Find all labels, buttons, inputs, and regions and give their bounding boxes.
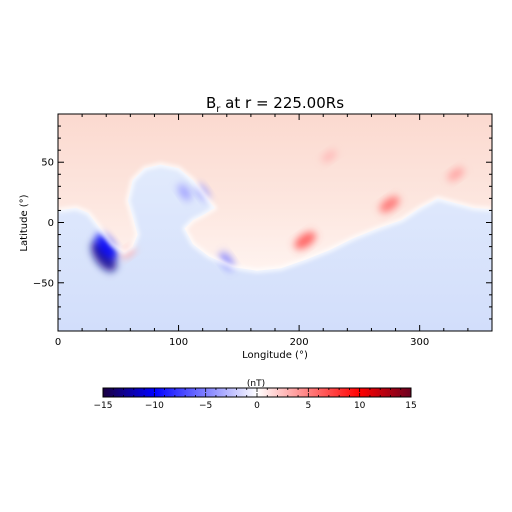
field-feature — [91, 240, 117, 272]
y-axis-label: Latitude (°) — [19, 194, 30, 251]
field-feature — [447, 167, 465, 182]
colorbar-ticks: −15 −10 −5 0 5 10 15 — [94, 388, 417, 411]
neutral-line — [58, 162, 492, 273]
colorbar-tick-label: 10 — [354, 401, 366, 411]
y-axis: 50 0 −50 — [33, 113, 492, 332]
colorbar-tick-label: −10 — [145, 401, 164, 411]
title-subscript: r — [216, 104, 221, 115]
field-feature — [95, 233, 117, 260]
colorbar-tick-label: −15 — [94, 401, 113, 411]
colorbar-label: (nT) — [247, 379, 265, 389]
colorbar-tick-label: 5 — [305, 401, 311, 411]
y-tick-label: 0 — [48, 218, 54, 229]
y-tick-label: −50 — [33, 278, 54, 289]
field-feature — [294, 231, 316, 250]
field-feature — [379, 196, 400, 213]
chart-title: Br at r = 225.00Rs — [206, 94, 344, 115]
x-axis: 0 100 200 300 — [55, 114, 493, 348]
title-rest: at r = 225.00Rs — [220, 94, 344, 112]
y-tick-label: 50 — [41, 158, 54, 169]
field-feature — [177, 184, 192, 201]
colorbar-tick-label: −5 — [199, 401, 212, 411]
heatmap-field — [58, 114, 492, 331]
field-feature — [321, 150, 337, 163]
colorbar-tick-label: 15 — [405, 401, 416, 411]
northern-sector — [58, 114, 492, 271]
x-tick-label: 300 — [410, 337, 429, 348]
x-tick-label: 200 — [290, 337, 309, 348]
title-main: B — [206, 94, 216, 112]
x-tick-label: 100 — [169, 337, 188, 348]
x-tick-label: 0 — [55, 337, 61, 348]
colorbar-tick-label: 0 — [254, 401, 260, 411]
x-axis-label: Longitude (°) — [242, 350, 308, 361]
